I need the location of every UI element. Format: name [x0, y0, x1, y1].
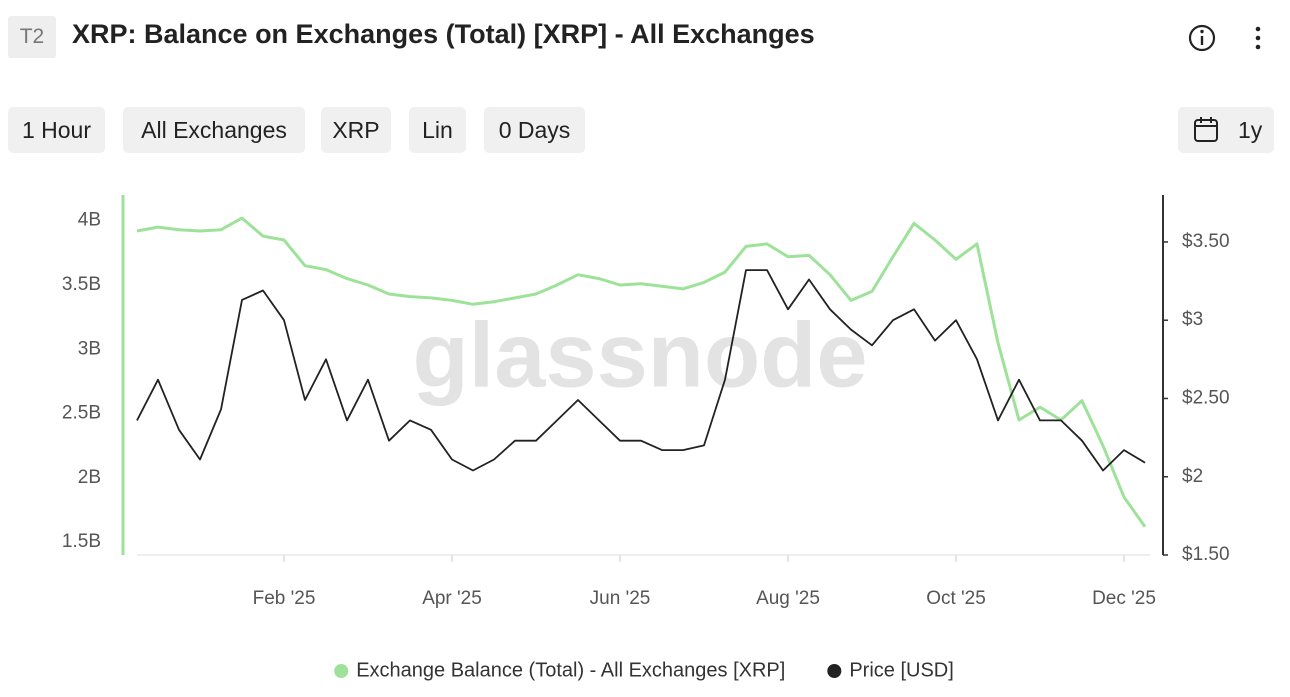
x-tick-label: Jun '25 [590, 588, 651, 609]
range-button[interactable]: 1y [1178, 107, 1274, 153]
y-tick-label: 3B [78, 338, 101, 359]
info-icon[interactable] [1188, 24, 1216, 52]
y2-tick-label: $3.50 [1182, 231, 1230, 252]
y2-tick-label: $2.50 [1182, 387, 1230, 408]
legend-label: Exchange Balance (Total) - All Exchanges… [356, 659, 785, 681]
calendar-icon [1194, 117, 1218, 142]
exchange-button[interactable]: All Exchanges [123, 107, 305, 153]
badge: T2 [8, 16, 56, 58]
x-tick-label: Aug '25 [756, 588, 820, 609]
x-tick-label: Oct '25 [926, 588, 986, 609]
moving-average-button[interactable]: 0 Days [484, 107, 585, 153]
asset-button[interactable]: XRP [321, 107, 391, 153]
resolution-button[interactable]: 1 Hour [8, 107, 105, 153]
scale-button[interactable]: Lin [409, 107, 466, 153]
legend-marker [334, 664, 349, 678]
range-label: 1y [1238, 116, 1263, 143]
series-line [136, 269, 1146, 472]
watermark: glassnode [412, 304, 867, 406]
y-tick-label: 1.5B [62, 531, 101, 552]
y-tick-label: 4B [78, 210, 101, 231]
x-tick-label: Apr '25 [422, 588, 482, 609]
y-tick-label: 3.5B [62, 274, 101, 295]
y2-tick-label: $2 [1182, 466, 1203, 487]
y2-tick-label: $1.50 [1182, 544, 1230, 565]
menu-icon[interactable] [1255, 26, 1261, 50]
x-tick-label: Feb '25 [253, 588, 316, 609]
chart-title: XRP: Balance on Exchanges (Total) [XRP] … [72, 19, 815, 49]
y-tick-label: 2B [78, 467, 101, 488]
y-tick-label: 2.5B [62, 403, 101, 424]
x-tick-label: Dec '25 [1092, 588, 1156, 609]
series-line [136, 216, 1147, 528]
legend-marker [827, 664, 842, 678]
legend: Exchange Balance (Total) - All Exchanges… [334, 659, 954, 681]
y2-tick-label: $3 [1182, 309, 1203, 330]
legend-label: Price [USD] [849, 659, 953, 681]
